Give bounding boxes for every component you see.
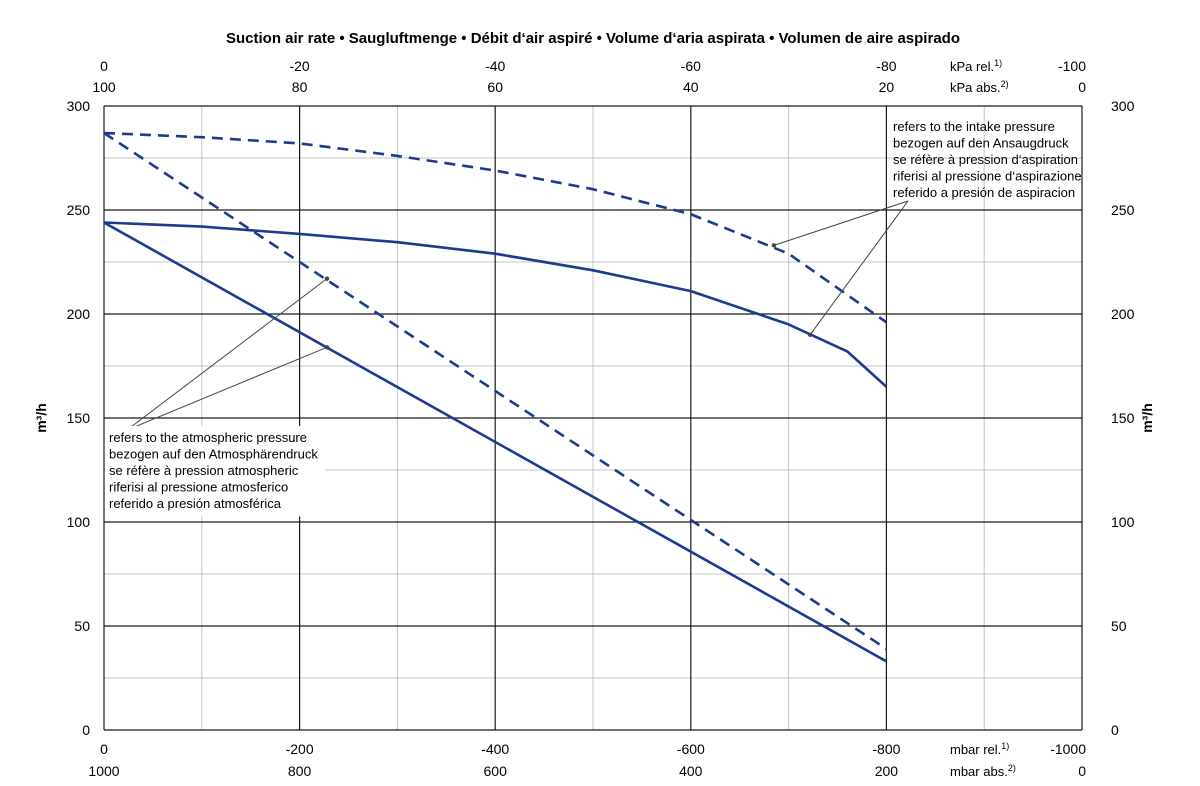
annotation-text-line: referido a presión de aspiracion bbox=[893, 185, 1075, 200]
series-line-dashed-intake bbox=[103, 131, 888, 324]
y-tick-label-right: 300 bbox=[1111, 98, 1135, 114]
top-axis-tick-label: -100 bbox=[1058, 58, 1086, 74]
bottom-axis-tick-label: -200 bbox=[286, 741, 314, 757]
bottom-axis-tick-label: 200 bbox=[875, 763, 899, 779]
bottom-axis-tick-label: 600 bbox=[484, 763, 508, 779]
bottom-axis-tick-label: -1000 bbox=[1050, 741, 1086, 757]
annotation-target-dot bbox=[324, 345, 330, 350]
series-lines bbox=[103, 131, 888, 663]
y-tick-label-right: 0 bbox=[1111, 722, 1119, 738]
annotation-target-dot bbox=[324, 276, 330, 281]
annotation-text-line: referido a presión atmosférica bbox=[109, 496, 282, 511]
y-tick-label-right: 50 bbox=[1111, 618, 1127, 634]
chart-title: Suction air rate • Saugluftmenge • Débit… bbox=[226, 30, 960, 47]
top-axis-tick-label: 0 bbox=[1078, 79, 1086, 95]
top-axis-tick-label: 80 bbox=[292, 79, 308, 95]
top-axis-tick-label: 40 bbox=[683, 79, 699, 95]
bottom-axis-unit-label: mbar abs.2) bbox=[950, 763, 1016, 779]
bottom-axis-tick-label: -600 bbox=[677, 741, 705, 757]
annotation-text-line: bezogen auf den Atmosphärendruck bbox=[109, 447, 318, 462]
top-axis-tick-label: -40 bbox=[485, 58, 505, 74]
annotation-leader-line bbox=[809, 200, 909, 336]
annotation-leader-line bbox=[773, 200, 909, 246]
y-tick-label-right: 150 bbox=[1111, 410, 1135, 426]
y-tick-label-left: 200 bbox=[67, 306, 91, 322]
top-axis-unit-label: kPa rel.1) bbox=[950, 58, 1002, 74]
y-tick-label-left: 250 bbox=[67, 202, 91, 218]
series-line-dashed-atmospheric bbox=[103, 131, 888, 650]
y-tick-label-left: 0 bbox=[82, 722, 90, 738]
bottom-axis-unit-label: mbar rel.1) bbox=[950, 741, 1009, 757]
annotation-text-line: refers to the atmospheric pressure bbox=[109, 430, 307, 445]
series-line-solid-intake bbox=[103, 221, 888, 388]
y-tick-label-left: 50 bbox=[74, 618, 90, 634]
top-axis-unit-label: kPa abs.2) bbox=[950, 79, 1009, 95]
top-axis-tick-label: 0 bbox=[100, 58, 108, 74]
series-line-solid-atmospheric bbox=[103, 221, 888, 663]
annotation-text-line: riferisi al pressione d‘aspirazione bbox=[893, 169, 1082, 184]
annotation-text-line: se réfère à pression atmospheric bbox=[109, 463, 299, 478]
bottom-axis-tick-label: 0 bbox=[1078, 763, 1086, 779]
annotation-leader-line bbox=[126, 278, 328, 431]
major-grid bbox=[103, 105, 1083, 731]
y-tick-label-right: 200 bbox=[1111, 306, 1135, 322]
bottom-axis-tick-label: 400 bbox=[679, 763, 703, 779]
bottom-axis-tick-label: 1000 bbox=[88, 763, 119, 779]
bottom-axis-tick-label: 0 bbox=[100, 741, 108, 757]
bottom-axis-tick-label: -400 bbox=[481, 741, 509, 757]
annotations: refers to the intake pressure bezogen auf… bbox=[105, 119, 1082, 517]
y-tick-label-left: 100 bbox=[67, 514, 91, 530]
annotation-target-dot bbox=[771, 243, 777, 248]
annotation-text-line: riferisi al pressione atmosferico bbox=[109, 480, 288, 495]
annotation-text-line: refers to the intake pressure bbox=[893, 119, 1055, 134]
bottom-axis-tick-label: 800 bbox=[288, 763, 312, 779]
top-axis-tick-label: 20 bbox=[879, 79, 895, 95]
annotation-leader-line bbox=[126, 346, 328, 431]
top-axis-tick-label: 100 bbox=[92, 79, 116, 95]
annotation-leaders bbox=[126, 200, 909, 431]
annotation-text-line: bezogen auf den Ansaugdruck bbox=[893, 136, 1069, 151]
annotation-text-line: se réfère à pression d‘aspiration bbox=[893, 152, 1078, 167]
y-tick-label-left: 150 bbox=[67, 410, 91, 426]
y-tick-label-right: 250 bbox=[1111, 202, 1135, 218]
annotation-box bbox=[105, 426, 325, 517]
top-axis-tick-label: -80 bbox=[876, 58, 896, 74]
top-axis-tick-label: -20 bbox=[289, 58, 309, 74]
bottom-axis-tick-label: -800 bbox=[872, 741, 900, 757]
top-axis-tick-label: 60 bbox=[487, 79, 503, 95]
y-tick-label-right: 100 bbox=[1111, 514, 1135, 530]
y-axis-label-right: m³/h bbox=[1139, 403, 1155, 433]
y-axis-label-left: m³/h bbox=[33, 403, 49, 433]
y-tick-label-left: 300 bbox=[67, 98, 91, 114]
annotation-target-dot bbox=[807, 332, 813, 337]
top-axis-tick-label: -60 bbox=[681, 58, 701, 74]
